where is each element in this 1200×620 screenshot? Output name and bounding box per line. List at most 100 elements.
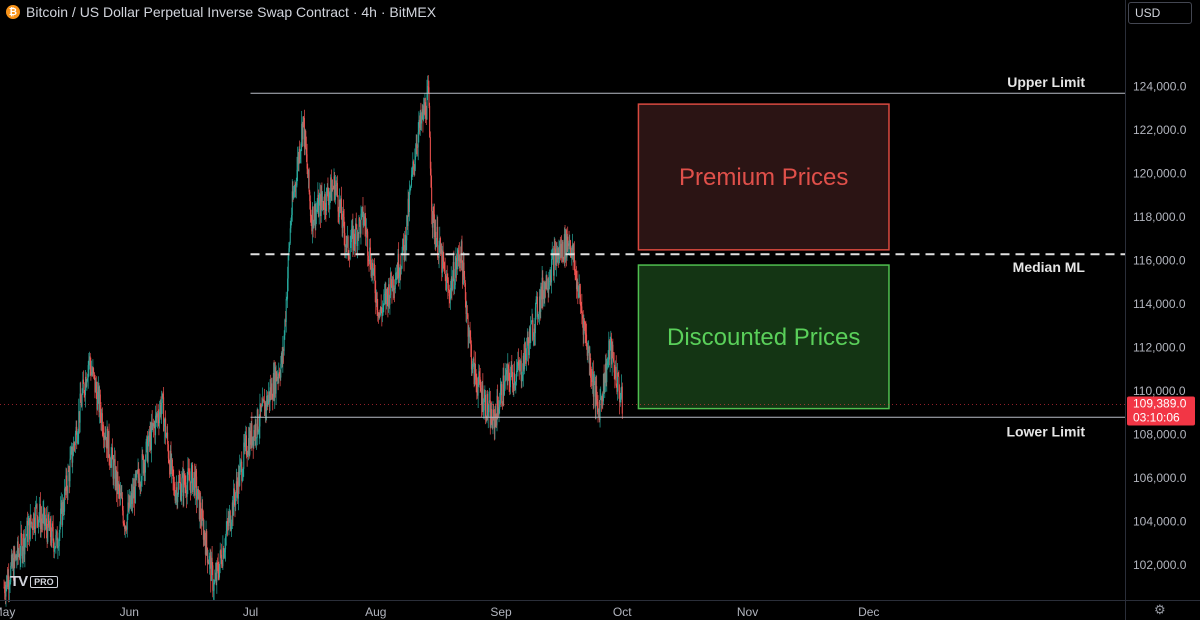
candle-body — [269, 387, 271, 403]
gear-icon[interactable]: ⚙ — [1154, 602, 1166, 617]
candle-body — [400, 267, 402, 270]
candle-body — [420, 112, 422, 124]
candle-body — [110, 456, 112, 468]
candle — [231, 495, 233, 530]
candle — [474, 362, 476, 387]
candle — [223, 548, 225, 559]
candle — [367, 251, 369, 266]
candle — [533, 317, 535, 346]
candle-body — [80, 393, 82, 403]
candle-body — [196, 476, 198, 501]
candle-body — [301, 123, 303, 140]
candle-body — [376, 292, 378, 311]
candle-body — [533, 328, 535, 337]
candle — [284, 318, 286, 340]
candle — [400, 255, 402, 281]
candle-body — [126, 514, 128, 530]
candle — [95, 376, 97, 400]
candle — [353, 225, 355, 255]
candle-body — [513, 372, 515, 389]
candle — [239, 458, 241, 475]
candle-body — [483, 410, 485, 412]
candle-body — [42, 512, 44, 524]
candle — [169, 445, 171, 477]
candle — [173, 469, 175, 496]
candle-body — [177, 494, 179, 503]
candle — [441, 243, 443, 282]
candle-body — [562, 241, 564, 259]
candle-body — [130, 499, 132, 507]
candle-body — [327, 187, 329, 198]
candle — [592, 360, 594, 410]
candle-body — [530, 320, 532, 325]
candle — [390, 271, 392, 288]
premium-zone-label: Premium Prices — [679, 164, 848, 191]
candle — [605, 353, 607, 387]
candle-body — [202, 508, 204, 518]
candle — [190, 463, 192, 496]
candle-body — [124, 526, 126, 529]
candle — [388, 278, 390, 313]
tradingview-logo[interactable]: TV PRO — [10, 573, 58, 590]
candle-body — [3, 586, 5, 588]
candle-body — [492, 409, 494, 429]
price-tick-label: 106,000.0 — [1133, 471, 1187, 485]
candle-body — [204, 531, 206, 541]
symbol-title[interactable]: Bitcoin / US Dollar Perpetual Inverse Sw… — [26, 4, 437, 20]
candle — [592, 362, 594, 394]
candle — [452, 252, 454, 282]
candle-body — [293, 192, 295, 199]
candle — [156, 403, 158, 423]
candle — [101, 407, 103, 437]
candle — [252, 436, 254, 448]
candle-body — [209, 555, 211, 557]
candle — [555, 242, 557, 277]
candle — [415, 134, 417, 157]
candle-body — [172, 466, 174, 479]
candle-body — [214, 579, 216, 584]
candle-body — [330, 177, 332, 193]
candle — [408, 191, 410, 217]
candle-body — [81, 393, 83, 407]
candle-body — [594, 381, 596, 407]
candle-body — [243, 442, 245, 447]
candle-body — [206, 548, 208, 563]
candle — [179, 473, 181, 502]
candle — [31, 521, 33, 529]
time-axis[interactable]: MayJunJulAugSepOctNovDec — [0, 600, 1200, 620]
price-axis[interactable]: 124,000.0122,000.0120,000.0118,000.0116,… — [1125, 0, 1187, 620]
candle-body — [16, 541, 18, 560]
candle — [349, 235, 351, 261]
candle-body — [589, 358, 591, 364]
currency-selector[interactable]: USD — [1128, 2, 1192, 24]
candle-body — [564, 234, 566, 259]
candle — [491, 416, 493, 430]
candle — [48, 520, 50, 531]
time-tick-label: Dec — [858, 605, 879, 619]
candle-body — [226, 520, 228, 532]
candle — [230, 515, 232, 531]
candle-body — [113, 459, 115, 463]
candle-body — [307, 169, 309, 178]
candle-body — [470, 337, 472, 345]
candle-body — [163, 422, 165, 432]
candle-body — [147, 443, 149, 462]
candle — [318, 189, 320, 218]
candle-body — [599, 399, 601, 420]
candle — [85, 372, 87, 388]
candle — [366, 227, 368, 238]
candle — [280, 355, 282, 381]
candle-body — [523, 355, 525, 370]
candle-body — [383, 294, 385, 305]
candle — [375, 289, 377, 308]
candle — [546, 274, 548, 291]
candle-body — [379, 306, 381, 316]
candle-body — [448, 290, 450, 297]
candle — [515, 374, 517, 394]
price-tick-label: 110,000.0 — [1133, 384, 1186, 398]
candle-body — [95, 381, 97, 393]
candle-body — [56, 531, 58, 536]
candle-body — [12, 558, 14, 567]
candle-body — [58, 532, 60, 547]
